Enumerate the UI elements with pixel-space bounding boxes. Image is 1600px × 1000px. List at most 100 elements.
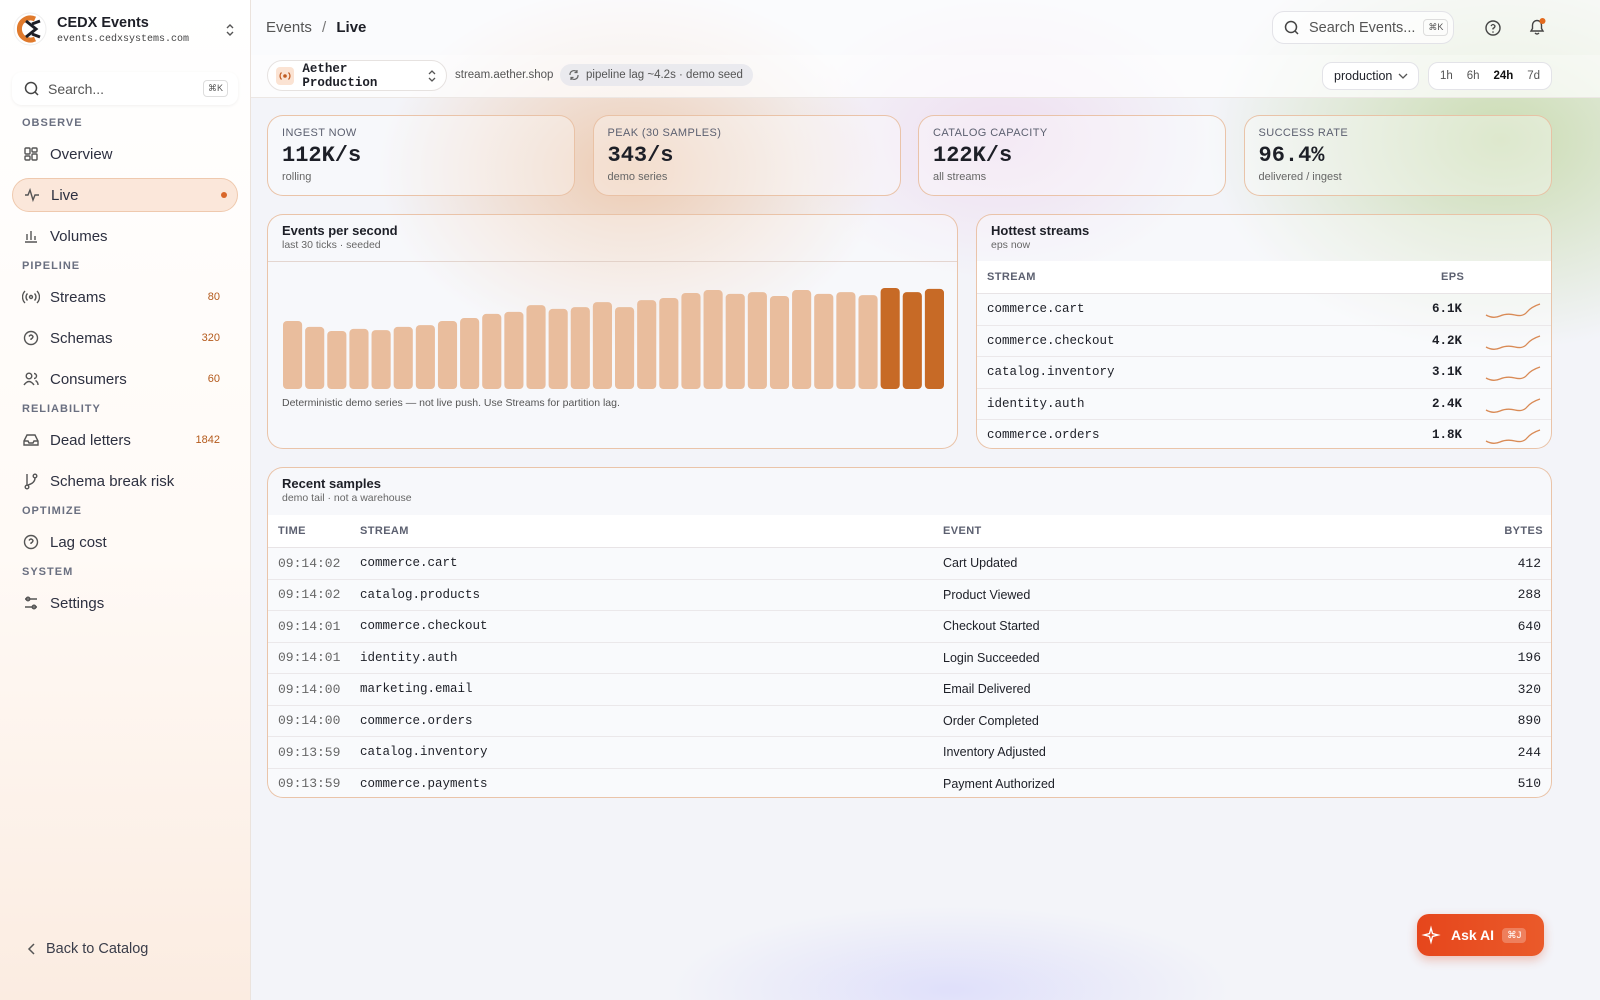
sample-stream: identity.auth — [360, 650, 458, 665]
range-option[interactable]: 6h — [1466, 70, 1480, 82]
nav-item[interactable]: Volumes — [12, 219, 238, 253]
sparkline-chart — [1485, 303, 1541, 318]
status-text: pipeline lag ~4.2s · demo seed — [586, 69, 743, 81]
ask-ai-button[interactable]: Ask AI ⌘J — [1417, 914, 1544, 956]
header-search[interactable]: Search Events... ⌘K — [1272, 11, 1454, 44]
nav-icon — [23, 330, 39, 346]
range-option[interactable]: 24h — [1493, 70, 1514, 82]
environment-select[interactable]: production — [1322, 62, 1419, 90]
sample-event: Cart Updated — [943, 556, 1018, 571]
nav-item[interactable]: Settings — [12, 586, 238, 620]
range-option[interactable]: 7d — [1527, 70, 1540, 82]
sparkline-chart — [1485, 366, 1541, 381]
nav-item[interactable]: Schemas 320 — [12, 321, 238, 355]
nav-label: Lag cost — [50, 533, 107, 551]
nav-item[interactable]: Dead letters 1842 — [12, 423, 238, 457]
nav-label: Schema break risk — [50, 472, 175, 490]
breadcrumb-sep: / — [322, 19, 327, 36]
workspace-select[interactable]: Aether Production — [267, 60, 447, 91]
nav-label: Live — [51, 186, 79, 204]
range-option[interactable]: 1h — [1439, 70, 1453, 82]
nav-icon — [23, 534, 39, 550]
bar — [327, 330, 347, 389]
kpi-sub: demo series — [607, 171, 668, 183]
chart-note: Deterministic demo series — not live pus… — [282, 397, 620, 409]
sample-event: Payment Authorized — [943, 776, 1055, 791]
back-link[interactable]: Back to Catalog — [24, 940, 148, 958]
kpi-label: SUCCESS RATE — [1258, 127, 1349, 139]
kpi-card: INGEST NOW 112K/s rolling — [267, 115, 575, 196]
back-icon — [27, 943, 35, 955]
nav-item[interactable]: Streams 80 — [12, 280, 238, 314]
bar — [393, 326, 413, 389]
nav-item[interactable]: Schema break risk — [12, 464, 238, 498]
stream-icon — [276, 66, 294, 85]
sample-time: 09:13:59 — [278, 776, 341, 792]
sample-time: 09:14:00 — [278, 713, 341, 729]
ask-ai-shortcut: ⌘J — [1502, 927, 1527, 943]
nav-icon — [25, 231, 37, 243]
kpi-sub: rolling — [282, 171, 312, 183]
breadcrumb-parent[interactable]: Events — [266, 19, 312, 36]
bar — [747, 292, 767, 389]
table-row: commerce.orders 1.8K — [977, 420, 1551, 448]
search-placeholder: Search... — [48, 80, 105, 97]
sample-bytes: 244 — [1517, 744, 1541, 760]
sample-time: 09:14:01 — [278, 650, 341, 666]
bar — [637, 300, 657, 389]
search-shortcut: ⌘K — [1423, 19, 1449, 36]
workspace-name: Aether Production — [302, 61, 378, 90]
notifications-button[interactable] — [1526, 16, 1548, 38]
nav-item[interactable]: Live — [12, 178, 238, 212]
table-row: 09:14:02 catalog.products Product Viewed 28… — [268, 579, 1551, 611]
stream-name: identity.auth — [987, 396, 1085, 411]
nav-icon — [23, 372, 39, 386]
bar — [792, 290, 812, 389]
brand-domain: events.cedxsystems.com — [57, 34, 190, 45]
sparkline — [1485, 429, 1541, 444]
back-label: Back to Catalog — [46, 941, 149, 957]
bar — [858, 295, 878, 389]
bar — [814, 293, 834, 389]
nav-badge: 80 — [207, 291, 220, 303]
sample-event: Inventory Adjusted — [943, 745, 1046, 760]
help-button[interactable] — [1483, 18, 1503, 38]
sparkline — [1485, 366, 1541, 381]
col-header: EPS — [1441, 271, 1465, 283]
sample-event: Order Completed — [943, 713, 1039, 728]
card-subtitle: last 30 ticks · seeded — [282, 239, 381, 251]
bar — [460, 318, 480, 389]
workspace-switch[interactable] — [224, 22, 236, 38]
col-header: EVENT — [943, 525, 982, 537]
table-row: 09:13:59 commerce.payments Payment Authori… — [268, 768, 1551, 797]
bar — [681, 293, 701, 389]
bar — [659, 298, 679, 389]
sample-bytes: 320 — [1517, 681, 1541, 697]
stream-name: commerce.orders — [987, 428, 1100, 443]
nav-section-label: SYSTEM — [22, 566, 74, 578]
live-dot — [221, 192, 227, 198]
nav-icon — [24, 147, 38, 161]
header: Events / Live Search Events... ⌘K — [251, 0, 1600, 55]
kpi-value: 112K/s — [282, 143, 362, 168]
bar — [836, 292, 856, 389]
search-icon — [24, 81, 39, 96]
sidebar-search[interactable]: Search... ⌘K — [12, 72, 238, 105]
eps-value: 3.1K — [1431, 365, 1462, 380]
nav-item[interactable]: Lag cost — [12, 525, 238, 559]
status-pill: pipeline lag ~4.2s · demo seed — [560, 64, 753, 86]
bar — [615, 307, 635, 389]
sample-time: 09:14:01 — [278, 618, 341, 634]
sparkline-chart — [1485, 334, 1541, 350]
eps-value: 4.2K — [1431, 333, 1462, 348]
nav-item[interactable]: Overview — [12, 137, 238, 171]
sample-time: 09:14:02 — [278, 587, 341, 603]
sample-stream: catalog.inventory — [360, 745, 488, 760]
nav-label: Dead letters — [50, 431, 131, 449]
eps-value: 1.8K — [1431, 428, 1462, 443]
nav-badge: 60 — [207, 373, 220, 385]
nav-item[interactable]: Consumers 60 — [12, 362, 238, 396]
card-title: Events per second — [282, 223, 398, 238]
table-row: catalog.inventory 3.1K — [977, 357, 1551, 389]
sample-bytes: 412 — [1517, 555, 1541, 571]
